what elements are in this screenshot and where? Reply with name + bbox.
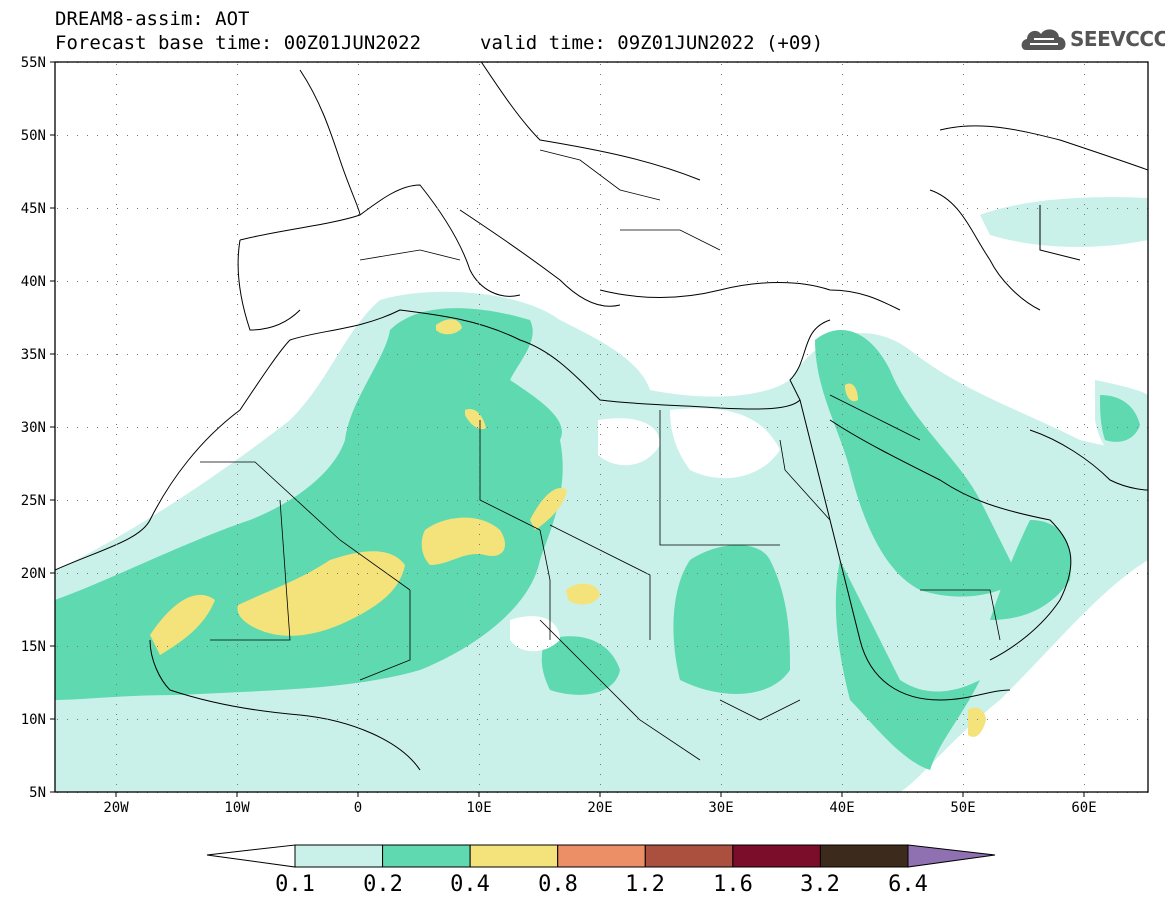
colorbar-box xyxy=(469,844,559,868)
lon-label: 20E xyxy=(587,800,613,816)
country-borders xyxy=(200,149,1001,761)
colorbar-under-arrow xyxy=(206,844,296,868)
colorbar-label: 1.6 xyxy=(713,872,753,897)
colorbar-label: 3.2 xyxy=(800,872,840,897)
lat-label: 35N xyxy=(20,347,46,363)
colorbar-box xyxy=(732,844,821,868)
colorbar-box xyxy=(382,844,471,868)
logo-text: SEEVCCC xyxy=(1070,27,1165,51)
colorbar-box xyxy=(557,844,646,868)
lat-label: 5N xyxy=(29,785,46,801)
lon-label: 10W xyxy=(224,800,250,816)
colorbar-over-arrow xyxy=(907,844,996,868)
lat-label: 15N xyxy=(20,639,46,655)
lat-label: 25N xyxy=(20,493,46,509)
lat-label: 10N xyxy=(20,712,46,728)
axis-ticks xyxy=(50,61,1085,797)
colorbar-label: 6.4 xyxy=(888,872,928,897)
aot-band-0.4-0.8 xyxy=(150,319,986,737)
seevccc-logo: SEEVCCC xyxy=(1018,22,1165,56)
colorbar-box xyxy=(644,844,734,868)
colorbar-label: 0.4 xyxy=(450,872,490,897)
lon-label: 60E xyxy=(1071,800,1097,816)
valid-time: valid time: 09Z01JUN2022 (+09) xyxy=(480,32,824,54)
lat-label: 20N xyxy=(20,566,46,582)
colorbar-label: 0.2 xyxy=(363,872,403,897)
aot-below-threshold xyxy=(510,408,780,652)
colorbar-box xyxy=(819,844,909,868)
colorbar-label: 0.8 xyxy=(538,872,578,897)
aot-field xyxy=(55,197,1148,792)
lat-label: 50N xyxy=(20,128,46,144)
forecast-base-time: Forecast base time: 00Z01JUN2022 xyxy=(55,32,422,54)
lon-label: 10E xyxy=(466,800,492,816)
colorbar xyxy=(206,844,996,868)
lat-label: 40N xyxy=(20,274,46,290)
lon-label: 0 xyxy=(353,800,363,816)
lon-label: 30E xyxy=(708,800,734,816)
cloud-icon xyxy=(1021,29,1066,50)
colorbar-label: 0.1 xyxy=(275,872,315,897)
lat-label: 30N xyxy=(20,420,46,436)
lon-label: 20W xyxy=(103,800,129,816)
colorbar-label: 1.2 xyxy=(625,872,665,897)
graticule xyxy=(57,62,1148,793)
colorbar-box xyxy=(294,844,384,868)
lat-label: 55N xyxy=(20,55,46,71)
coastlines xyxy=(55,62,1148,771)
lon-label: 40E xyxy=(829,800,855,816)
lat-label: 45N xyxy=(20,201,46,217)
lon-label: 50E xyxy=(950,800,976,816)
map-title: DREAM8-assim: AOT xyxy=(55,8,250,30)
